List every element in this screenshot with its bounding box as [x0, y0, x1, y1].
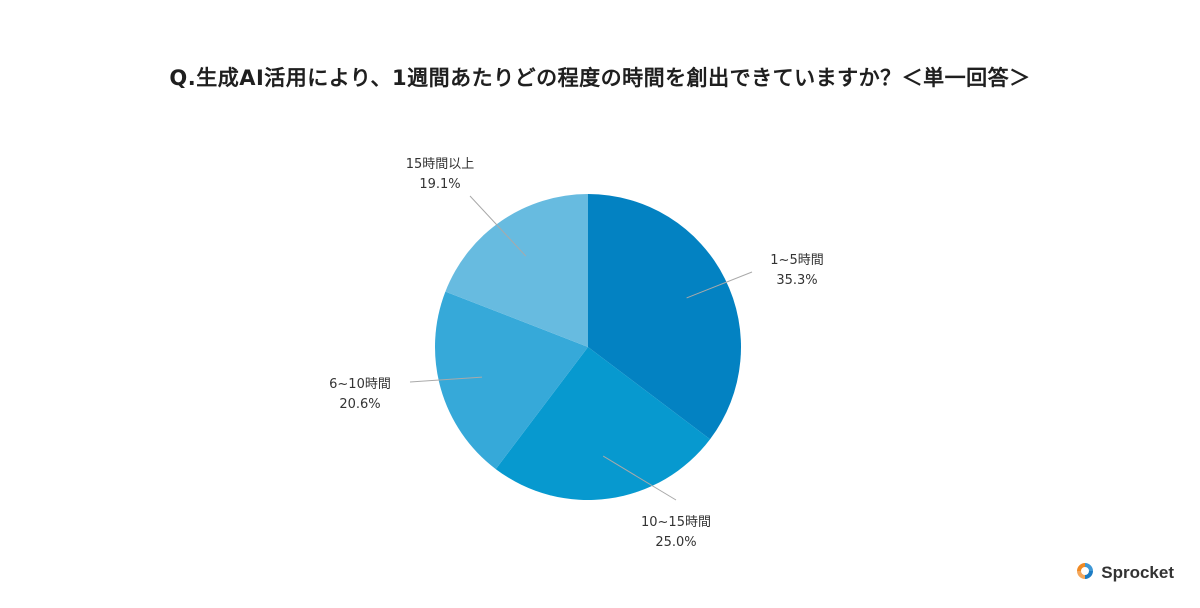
leader-line: [686, 271, 753, 299]
leader-line: [469, 195, 527, 257]
chart-title: Q.生成AI活用により、1週間あたりどの程度の時間を創出できていますか？＜単一回…: [169, 66, 1031, 90]
pie-slice: [435, 291, 588, 470]
slice-category-label: 1~5時間: [770, 253, 823, 268]
pie-slice: [588, 194, 741, 440]
leader-line: [602, 455, 677, 501]
slice-value-label: 19.1%: [419, 177, 460, 192]
slice-value-label: 35.3%: [776, 273, 817, 288]
pie-slice: [445, 194, 588, 347]
slice-value-label: 25.0%: [655, 535, 696, 550]
sprocket-logo-icon: [1074, 560, 1096, 586]
slice-category-label: 10~15時間: [641, 515, 711, 530]
sprocket-logo-text: Sprocket: [1101, 563, 1174, 582]
slice-category-label: 6~10時間: [329, 377, 391, 392]
slice-value-label: 20.6%: [339, 397, 380, 412]
sprocket-logo: Sprocket: [1074, 560, 1174, 586]
leader-line: [409, 376, 483, 383]
slice-category-label: 15時間以上: [406, 157, 475, 172]
pie-slice: [495, 347, 711, 501]
